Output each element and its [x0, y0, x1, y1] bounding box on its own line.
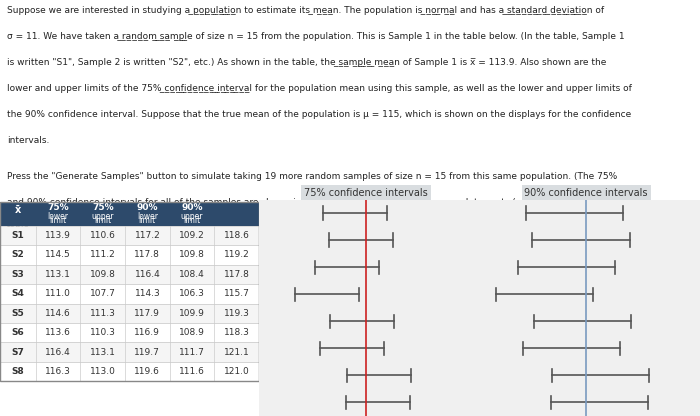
- Text: S5: S5: [11, 309, 25, 318]
- Text: σ = 11. We have taken a ̲r̲a̲n̲d̲o̲m̲ ̲s̲a̲m̲p̲l̲e of size n = 15 from the popul: σ = 11. We have taken a ̲r̲a̲n̲d̲o̲m̲ ̲s…: [7, 32, 624, 41]
- Text: 119.2: 119.2: [224, 250, 249, 259]
- Text: S6: S6: [11, 328, 25, 337]
- Text: table.: table.: [7, 224, 33, 233]
- Text: lower: lower: [48, 212, 69, 220]
- Text: 114.3: 114.3: [134, 289, 160, 298]
- Text: 113.9: 113.9: [45, 231, 71, 240]
- Bar: [0, 362, 259, 381]
- Text: 75%: 75%: [92, 203, 113, 212]
- Text: 111.7: 111.7: [179, 348, 205, 357]
- Text: 117.8: 117.8: [224, 270, 250, 279]
- Text: Press the "Generate Samples" button to simulate taking 19 more random samples of: Press the "Generate Samples" button to s…: [7, 172, 617, 181]
- Text: S2: S2: [11, 250, 25, 259]
- Text: 109.8: 109.8: [90, 270, 116, 279]
- Text: 106.3: 106.3: [179, 289, 205, 298]
- Text: limit: limit: [183, 216, 201, 225]
- Text: and 90% confidence intervals for all of the samples are shown in the table and g: and 90% confidence intervals for all of …: [7, 198, 626, 207]
- Text: 117.2: 117.2: [134, 231, 160, 240]
- Text: 116.9: 116.9: [134, 328, 160, 337]
- Text: 118.6: 118.6: [224, 231, 250, 240]
- Text: 114.6: 114.6: [46, 309, 71, 318]
- Bar: [0, 342, 259, 362]
- Bar: [0, 265, 259, 284]
- Text: limit: limit: [50, 216, 66, 225]
- Text: 113.0: 113.0: [90, 367, 116, 376]
- Text: limit: limit: [94, 216, 111, 225]
- Text: 121.1: 121.1: [224, 348, 249, 357]
- Bar: [0, 245, 259, 265]
- Text: 110.3: 110.3: [90, 328, 116, 337]
- Text: 110.6: 110.6: [90, 231, 116, 240]
- Text: 108.9: 108.9: [179, 328, 205, 337]
- Text: 118.3: 118.3: [224, 328, 250, 337]
- Text: limit: limit: [139, 216, 156, 225]
- Text: 121.0: 121.0: [224, 367, 249, 376]
- Text: upper: upper: [92, 212, 114, 220]
- Text: lower: lower: [137, 212, 158, 220]
- Text: 111.3: 111.3: [90, 309, 116, 318]
- Text: 109.2: 109.2: [179, 231, 205, 240]
- Text: 90%: 90%: [181, 203, 203, 212]
- Text: 116.4: 116.4: [46, 348, 71, 357]
- Text: 113.1: 113.1: [45, 270, 71, 279]
- Text: 109.8: 109.8: [179, 250, 205, 259]
- Bar: [0, 304, 259, 323]
- Text: 109.9: 109.9: [179, 309, 205, 318]
- Text: 111.6: 111.6: [179, 367, 205, 376]
- Text: Suppose we are interested in studying a ̲p̲o̲p̲u̲l̲a̲t̲i̲o̲n to estimate its ̲m̲: Suppose we are interested in studying a …: [7, 6, 604, 15]
- Text: 119.7: 119.7: [134, 348, 160, 357]
- Title: 90% confidence intervals: 90% confidence intervals: [524, 188, 648, 198]
- Text: 119.3: 119.3: [224, 309, 250, 318]
- Text: x̄: x̄: [15, 205, 21, 215]
- Text: 119.6: 119.6: [134, 367, 160, 376]
- Text: 116.4: 116.4: [134, 270, 160, 279]
- Text: 116.3: 116.3: [45, 367, 71, 376]
- Text: 117.8: 117.8: [134, 250, 160, 259]
- Bar: [0, 225, 259, 245]
- Text: S1: S1: [11, 231, 25, 240]
- Text: 113.1: 113.1: [90, 348, 116, 357]
- Title: 75% confidence intervals: 75% confidence intervals: [304, 188, 428, 198]
- Bar: [0, 284, 259, 304]
- Text: 107.7: 107.7: [90, 289, 116, 298]
- Text: 115.7: 115.7: [224, 289, 250, 298]
- Text: 117.9: 117.9: [134, 309, 160, 318]
- Bar: [0, 323, 259, 342]
- Text: 114.5: 114.5: [46, 250, 71, 259]
- Text: 113.6: 113.6: [45, 328, 71, 337]
- Text: 75%: 75%: [47, 203, 69, 212]
- Text: 111.2: 111.2: [90, 250, 116, 259]
- Text: lower and upper limits of the 75% ̲c̲o̲n̲f̲i̲d̲e̲n̲c̲e̲ ̲i̲n̲t̲e̲r̲v̲a̲l for the: lower and upper limits of the 75% ̲c̲o̲n…: [7, 84, 632, 93]
- Text: intervals.: intervals.: [7, 136, 50, 145]
- Text: is written "S1", Sample 2 is written "S2", etc.) As shown in the table, the ̲s̲a: is written "S1", Sample 2 is written "S2…: [7, 58, 606, 67]
- Text: upper: upper: [181, 212, 203, 220]
- Text: 90%: 90%: [136, 203, 158, 212]
- Text: S4: S4: [11, 289, 25, 298]
- Text: S7: S7: [11, 348, 25, 357]
- Text: 108.4: 108.4: [179, 270, 205, 279]
- Text: S3: S3: [11, 270, 25, 279]
- Text: the 90% confidence interval. Suppose that the true mean of the population is μ =: the 90% confidence interval. Suppose tha…: [7, 110, 631, 119]
- Text: S8: S8: [11, 367, 25, 376]
- Text: 111.0: 111.0: [45, 289, 71, 298]
